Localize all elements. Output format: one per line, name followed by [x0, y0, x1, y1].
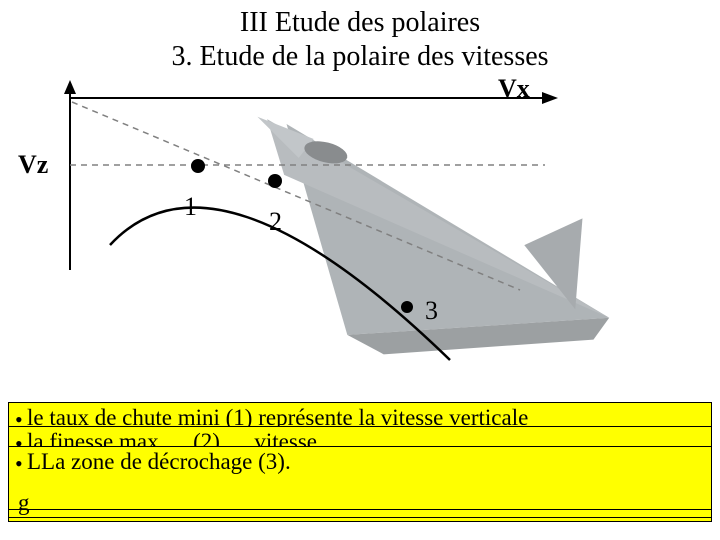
bullet-icon: •: [15, 451, 23, 476]
note-3: • LLa zone de décrochage (3).: [8, 446, 712, 510]
title-line-1: III Etude des polaires: [0, 6, 720, 40]
note-3-text: LLa zone de décrochage (3).: [15, 449, 705, 475]
point-3: [401, 301, 413, 313]
stray-glyph: g: [18, 490, 30, 516]
notes-stack: • le taux de chute mini (1) représente l…: [8, 402, 712, 532]
chart-svg: [0, 80, 720, 370]
point-3-label: 3: [425, 296, 438, 326]
point-1-label: 1: [184, 192, 197, 222]
axis-y-arrow: [64, 80, 76, 94]
point-2-label: 2: [269, 207, 282, 237]
title-block: III Etude des polaires 3. Etude de la po…: [0, 6, 720, 73]
axis-x-label: Vx: [498, 74, 530, 104]
axis-x-arrow: [542, 92, 558, 104]
polar-diagram: Vx Vz 1 2 3: [0, 80, 720, 370]
point-1: [191, 159, 205, 173]
point-2: [268, 174, 282, 188]
axis-y-label: Vz: [18, 150, 48, 180]
guide-diagonal: [72, 102, 520, 290]
title-line-2: 3. Etude de la polaire des vitesses: [0, 40, 720, 74]
